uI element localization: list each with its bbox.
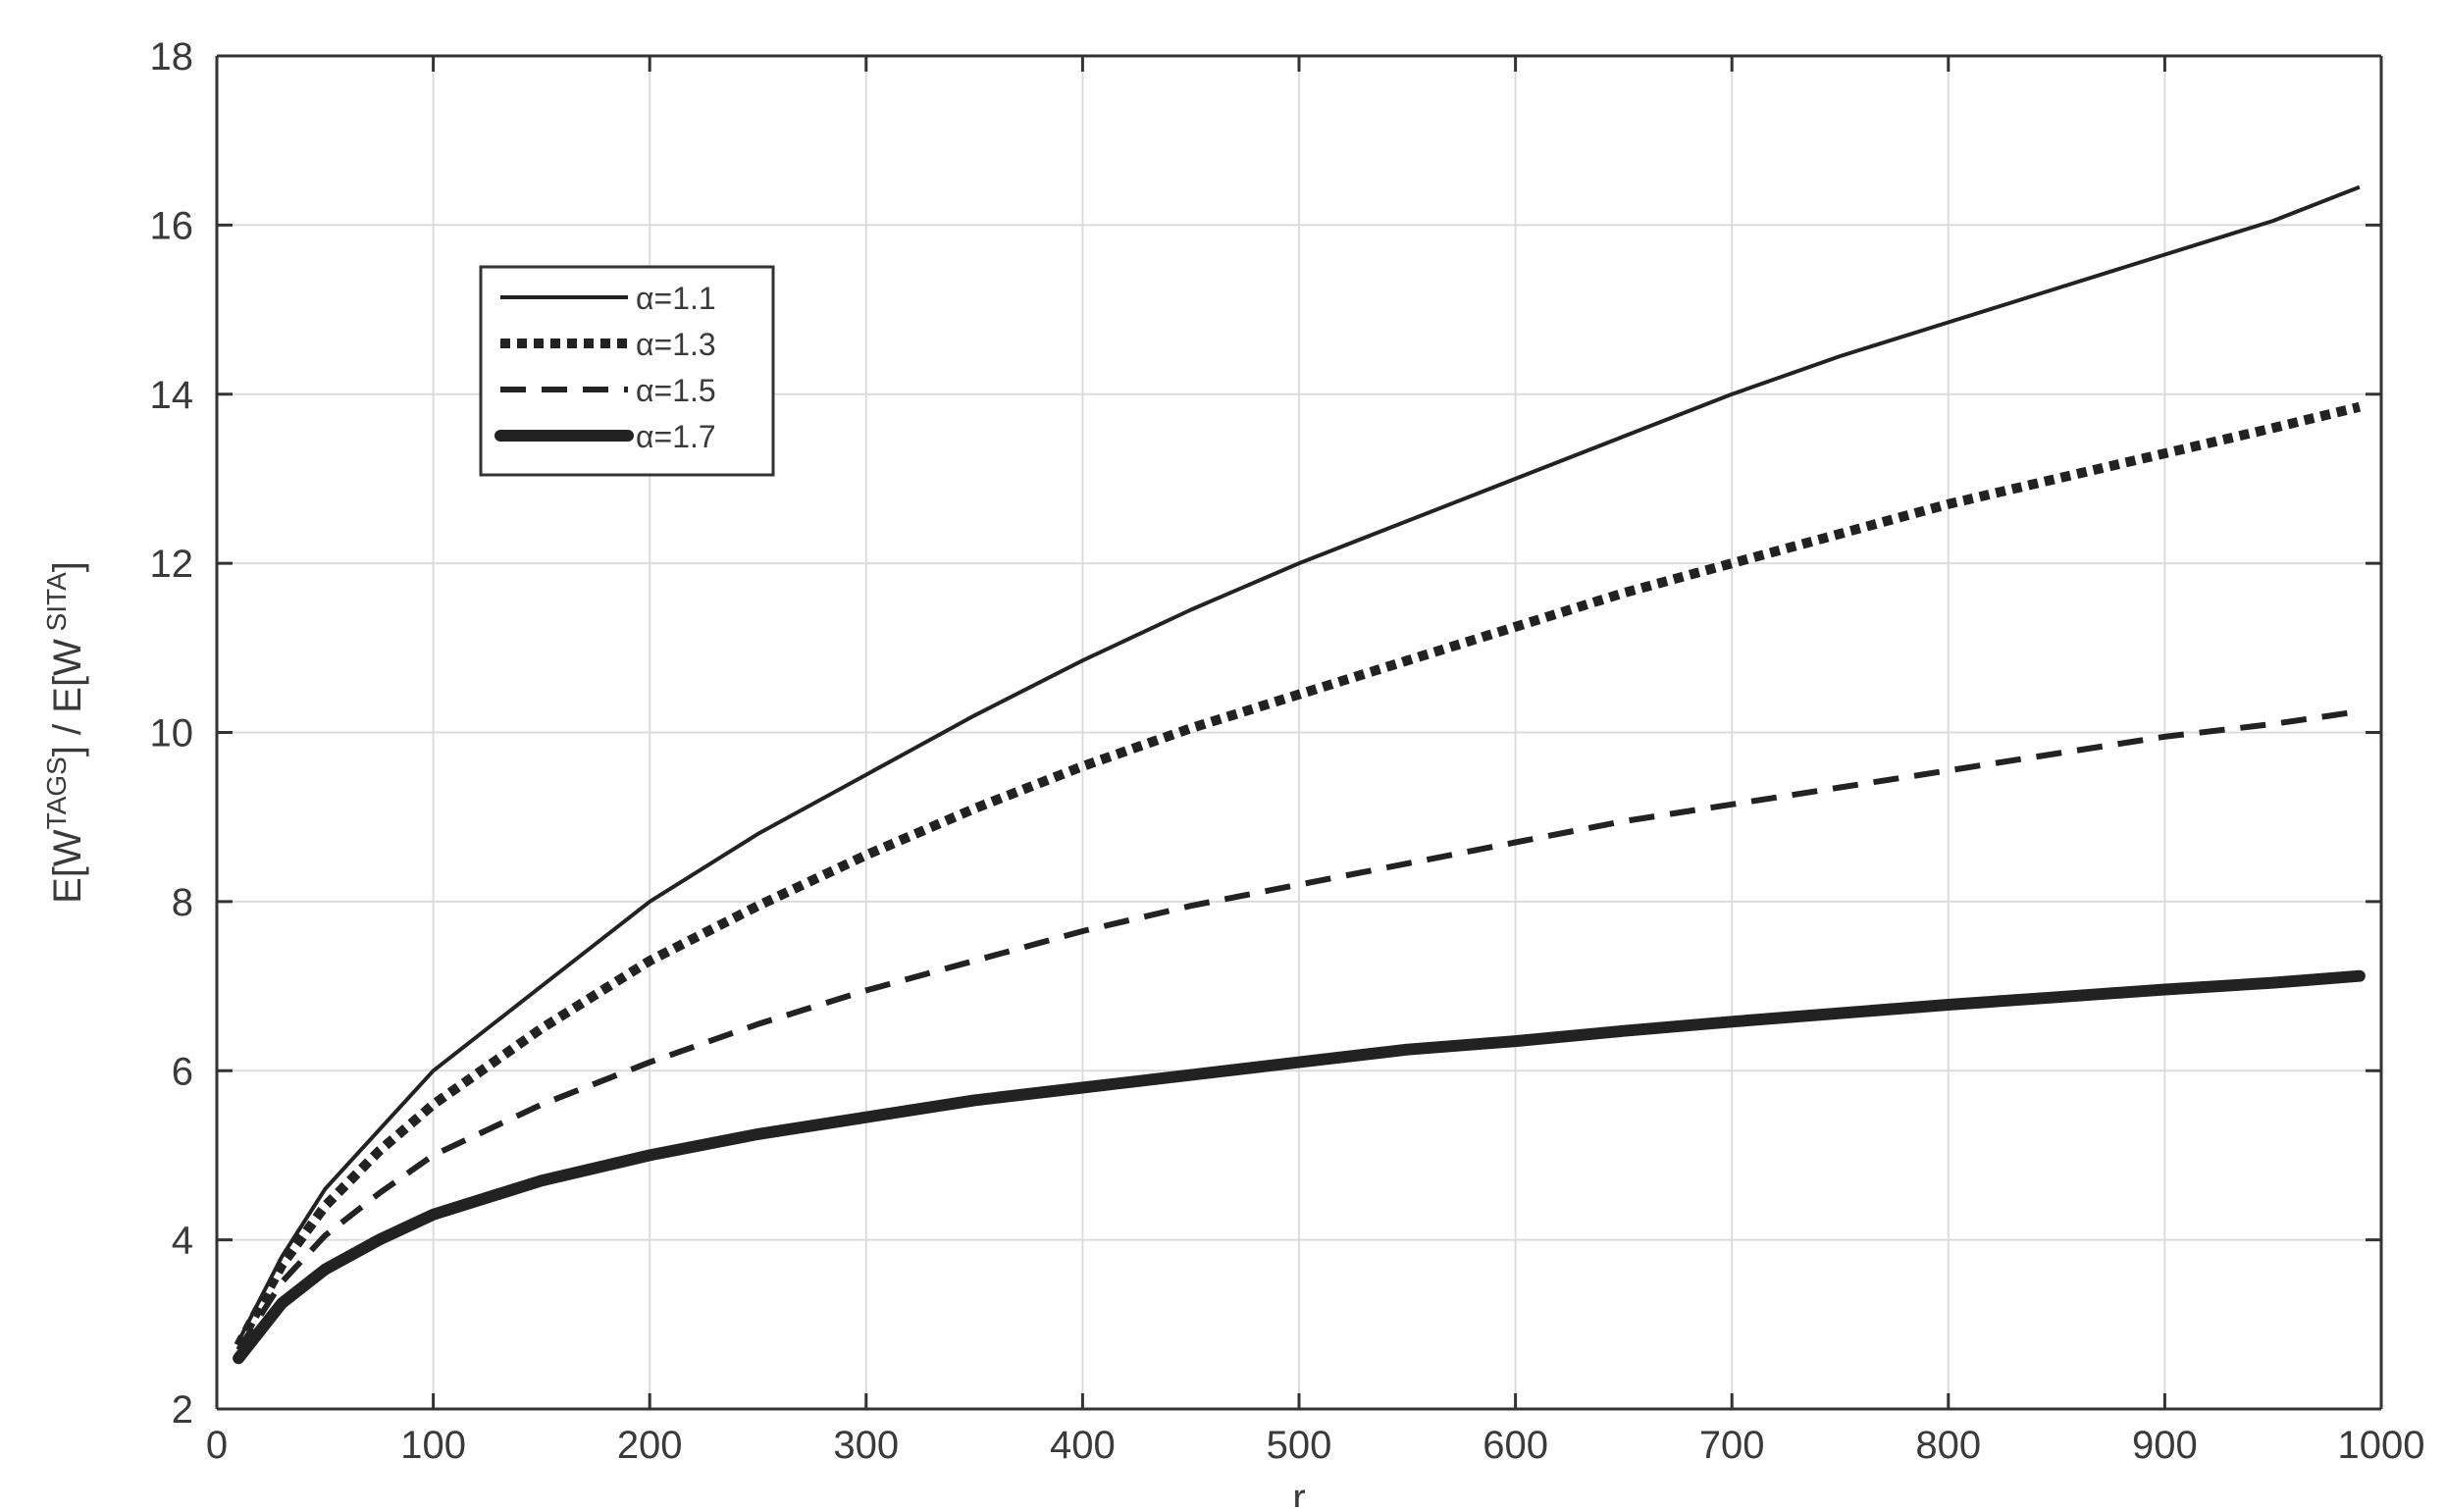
legend-label: α=1.1 [636, 281, 716, 316]
x-tick-label: 0 [206, 1424, 228, 1467]
x-tick-label: 900 [2132, 1424, 2198, 1467]
y-tick-label: 14 [150, 374, 194, 417]
y-tick-label: 16 [150, 204, 194, 247]
legend-label: α=1.7 [636, 419, 716, 454]
y-axis-title-superscript: SITA [41, 572, 72, 639]
y-axis-title-part: ] [46, 561, 89, 572]
legend: α=1.1 α=1.3 α=1.5 α=1.7 [479, 265, 775, 477]
x-axis-title: r [1292, 1477, 1305, 1507]
series-lines [233, 184, 2366, 1365]
series-line-4 [233, 969, 2366, 1365]
x-tick-label: 100 [400, 1424, 466, 1467]
y-tick-label: 8 [172, 881, 193, 924]
x-tick-label: 600 [1483, 1424, 1548, 1467]
axes [215, 54, 2383, 1411]
x-tick-label: 500 [1267, 1424, 1332, 1467]
tick-labels: 0 100 200 300 400 500 600 700 800 900 1000 2 4 6 8 10 12… [150, 35, 2425, 1467]
x-tick-label: 800 [1915, 1424, 1981, 1467]
y-tick-label: 4 [172, 1220, 193, 1263]
y-axis-title: E[WTAGS] / E[W SITA] [41, 561, 90, 904]
legend-label: α=1.3 [636, 327, 716, 362]
x-tick-label: 1000 [2338, 1424, 2425, 1467]
grid [216, 55, 2382, 1410]
y-tick-label: 6 [172, 1050, 193, 1093]
y-axis-title-part: E[W [46, 829, 89, 904]
series-line-1 [236, 184, 2361, 1342]
y-tick-label: 10 [150, 712, 194, 756]
x-tick-label: 200 [617, 1424, 683, 1467]
x-tick-label: 400 [1050, 1424, 1116, 1467]
series-line-3 [235, 708, 2361, 1352]
x-tick-label: 700 [1699, 1424, 1765, 1467]
y-axis-title-part: ] / E[W [46, 639, 89, 756]
x-tick-label: 300 [833, 1424, 899, 1467]
y-tick-label: 2 [172, 1388, 193, 1432]
y-tick-label: 12 [150, 543, 194, 586]
legend-label: α=1.5 [636, 373, 716, 408]
y-axis-title-superscript: TAGS [41, 756, 72, 829]
series-line-2 [234, 401, 2362, 1348]
y-tick-label: 18 [150, 35, 194, 78]
